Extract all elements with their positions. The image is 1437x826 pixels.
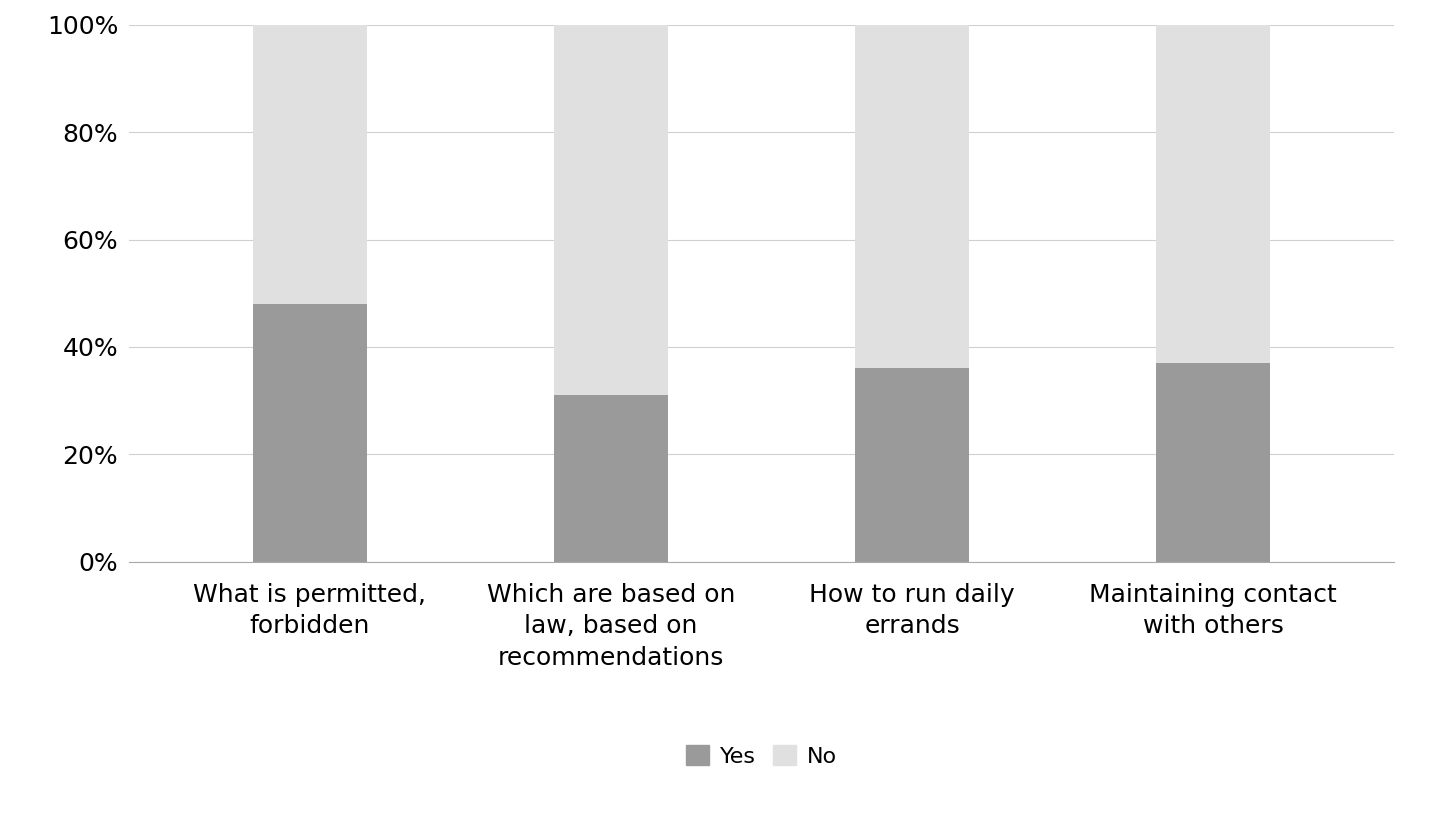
Legend: Yes, No: Yes, No bbox=[675, 733, 848, 777]
Bar bbox=[855, 368, 970, 562]
Bar bbox=[1155, 363, 1270, 562]
Bar bbox=[1155, 25, 1270, 363]
Bar bbox=[553, 395, 668, 562]
Bar bbox=[253, 25, 368, 304]
Bar bbox=[553, 25, 668, 395]
Bar bbox=[253, 304, 368, 562]
Bar bbox=[855, 25, 970, 368]
